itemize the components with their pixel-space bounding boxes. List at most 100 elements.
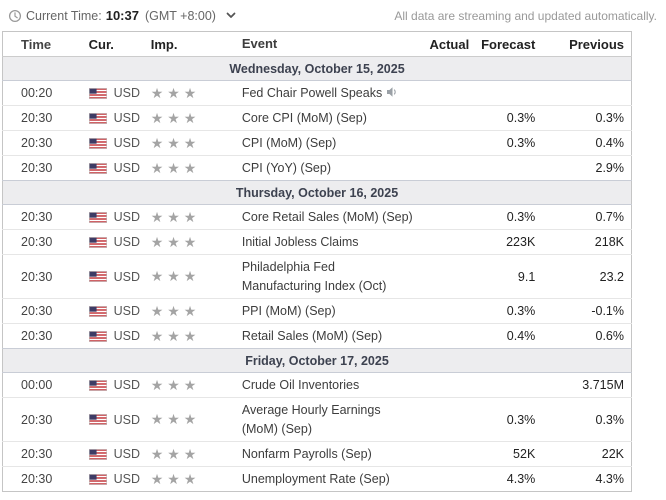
current-time-value: 10:37 (105, 8, 139, 23)
table-row[interactable]: 20:30 USD ★★★ Core CPI (MoM) (Sep) 0.3% … (2, 105, 632, 131)
currency-label: USD (113, 210, 141, 224)
column-header-currency: Cur. (80, 31, 143, 57)
event-name[interactable]: PPI (MoM) (Sep) (240, 298, 420, 324)
timezone-selector[interactable]: Current Time: 10:37 (GMT +8:00) (8, 8, 236, 23)
us-flag-icon (88, 271, 107, 282)
event-time: 20:30 (2, 466, 81, 492)
currency-cell: USD (80, 155, 143, 181)
topbar: Current Time: 10:37 (GMT +8:00) All data … (0, 0, 666, 31)
chevron-down-icon[interactable] (226, 12, 236, 19)
currency-label: USD (113, 136, 141, 150)
currency-cell: USD (80, 397, 143, 442)
event-name[interactable]: Unemployment Rate (Sep) (240, 466, 420, 492)
forecast-value (476, 372, 543, 398)
table-row[interactable]: 20:30 USD ★★★ CPI (MoM) (Sep) 0.3% 0.4% (2, 130, 632, 156)
date-header: Thursday, October 16, 2025 (2, 180, 632, 205)
importance-cell: ★★★ (142, 254, 241, 299)
actual-value (419, 130, 477, 156)
us-flag-icon (88, 137, 107, 149)
forecast-value: 4.3% (476, 466, 543, 492)
date-header-row: Friday, October 17, 2025 (2, 348, 632, 373)
currency-label: USD (113, 447, 141, 461)
importance-stars-icon: ★★★ (150, 302, 201, 319)
event-time: 20:30 (2, 397, 81, 442)
actual-value (419, 441, 477, 467)
event-name[interactable]: Core CPI (MoM) (Sep) (240, 105, 420, 131)
currency-label: USD (113, 269, 141, 284)
forecast-value: 223K (476, 229, 543, 255)
forecast-value (476, 80, 543, 106)
us-flag-icon (88, 414, 107, 425)
table-row[interactable]: 20:30 USD ★★★ Core Retail Sales (MoM) (S… (2, 204, 632, 230)
currency-label: USD (113, 161, 141, 175)
currency-label: USD (113, 378, 141, 392)
previous-value: 0.3% (542, 397, 632, 442)
current-time-label: Current Time: (26, 8, 102, 23)
date-header: Wednesday, October 15, 2025 (2, 56, 632, 81)
currency-cell: USD (80, 229, 143, 255)
timezone-label: (GMT +8:00) (144, 8, 216, 23)
forecast-value: 0.3% (476, 204, 543, 230)
table-row[interactable]: 20:30 USD ★★★ CPI (YoY) (Sep) 2.9% (2, 155, 632, 181)
event-time: 00:20 (2, 80, 81, 106)
actual-value (419, 105, 477, 131)
importance-cell: ★★★ (142, 105, 241, 131)
column-header-time: Time (2, 31, 81, 57)
importance-stars-icon: ★★★ (150, 84, 201, 101)
table-row[interactable]: 20:30 USD ★★★ Retail Sales (MoM) (Sep) 0… (2, 323, 632, 349)
date-header: Friday, October 17, 2025 (2, 348, 632, 373)
currency-cell: USD (80, 441, 143, 467)
table-row[interactable]: 20:30 USD ★★★ Nonfarm Payrolls (Sep) 52K… (2, 441, 632, 467)
forecast-value: 0.3% (476, 298, 543, 324)
importance-stars-icon: ★★★ (150, 411, 201, 427)
currency-cell: USD (80, 80, 143, 106)
table-row[interactable]: 00:20 USD ★★★ Fed Chair Powell Speaks (2, 80, 632, 106)
event-name[interactable]: Fed Chair Powell Speaks (240, 80, 420, 106)
actual-value (419, 323, 477, 349)
previous-value (542, 80, 632, 106)
event-name[interactable]: CPI (YoY) (Sep) (240, 155, 420, 181)
event-name[interactable]: CPI (MoM) (Sep) (240, 130, 420, 156)
importance-stars-icon: ★★★ (150, 134, 201, 151)
table-row[interactable]: 20:30 USD ★★★ Average Hourly Earnings (M… (2, 397, 632, 442)
previous-value: 2.9% (542, 155, 632, 181)
forecast-value: 0.3% (476, 397, 543, 442)
table-row[interactable]: 20:30 USD ★★★ PPI (MoM) (Sep) 0.3% -0.1% (2, 298, 632, 324)
column-header-actual: Actual (419, 31, 477, 57)
event-time: 20:30 (2, 254, 81, 299)
actual-value (419, 254, 477, 299)
calendar-table: Time Cur. Imp. Event Actual Forecast Pre… (2, 31, 632, 492)
importance-cell: ★★★ (142, 130, 241, 156)
table-row[interactable]: 20:30 USD ★★★ Initial Jobless Claims 223… (2, 229, 632, 255)
table-row[interactable]: 20:30 USD ★★★ Philadelphia Fed Manufactu… (2, 254, 632, 299)
event-name[interactable]: Philadelphia Fed Manufacturing Index (Oc… (240, 254, 420, 299)
previous-value: 22K (542, 441, 632, 467)
importance-cell: ★★★ (142, 204, 241, 230)
event-name[interactable]: Retail Sales (MoM) (Sep) (240, 323, 420, 349)
event-name[interactable]: Nonfarm Payrolls (Sep) (240, 441, 420, 467)
us-flag-icon (88, 211, 107, 223)
importance-cell: ★★★ (142, 298, 241, 324)
event-time: 20:30 (2, 441, 81, 467)
currency-cell: USD (80, 298, 143, 324)
importance-cell: ★★★ (142, 229, 241, 255)
previous-value: 3.715M (542, 372, 632, 398)
currency-cell: USD (80, 204, 143, 230)
clock-icon (8, 9, 22, 23)
previous-value: 0.3% (542, 105, 632, 131)
previous-value: 23.2 (542, 254, 632, 299)
forecast-value (476, 155, 543, 181)
previous-value: 4.3% (542, 466, 632, 492)
economic-calendar: Time Cur. Imp. Event Actual Forecast Pre… (2, 31, 632, 492)
event-name[interactable]: Initial Jobless Claims (240, 229, 420, 255)
importance-stars-icon: ★★★ (150, 327, 201, 344)
table-row[interactable]: 20:30 USD ★★★ Unemployment Rate (Sep) 4.… (2, 466, 632, 492)
event-name[interactable]: Average Hourly Earnings (MoM) (Sep) (240, 397, 420, 442)
column-header-importance: Imp. (142, 31, 241, 57)
currency-label: USD (113, 412, 141, 427)
event-name[interactable]: Core Retail Sales (MoM) (Sep) (240, 204, 420, 230)
event-time: 20:30 (2, 130, 81, 156)
us-flag-icon (88, 305, 107, 317)
event-name[interactable]: Crude Oil Inventories (240, 372, 420, 398)
table-row[interactable]: 00:00 USD ★★★ Crude Oil Inventories 3.71… (2, 372, 632, 398)
